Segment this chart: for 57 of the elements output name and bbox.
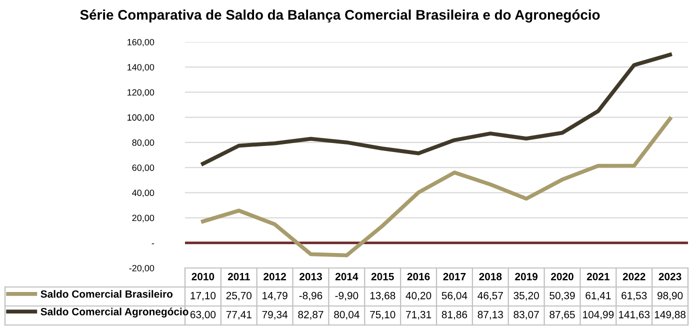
data-label: 77,41 xyxy=(226,311,252,320)
y-tick-label: 60,00 xyxy=(132,164,154,172)
data-label: 50,39 xyxy=(550,292,575,301)
data-label: 63,00 xyxy=(190,310,216,320)
x-tick-label: 2020 xyxy=(551,272,574,280)
y-tick-label: 120,00 xyxy=(128,89,154,97)
y-tick-label: 20,00 xyxy=(132,214,154,222)
data-label: 61,41 xyxy=(586,292,611,301)
x-tick-label: 2021 xyxy=(586,272,610,280)
data-label: 87,13 xyxy=(478,310,503,320)
data-label: 80,04 xyxy=(334,310,360,320)
x-tick-label: 2019 xyxy=(515,272,538,280)
data-label: 79,34 xyxy=(262,310,288,320)
data-label: 35,20 xyxy=(514,292,539,301)
data-label: 149,88 xyxy=(654,310,686,320)
data-label: 141,63 xyxy=(618,310,650,320)
data-label: 81,86 xyxy=(442,310,468,320)
data-label: -9,90 xyxy=(335,292,358,301)
data-label: 17,10 xyxy=(190,292,216,301)
data-label: 82,87 xyxy=(298,310,324,320)
data-label: 71,31 xyxy=(406,310,432,320)
y-tick-label: - xyxy=(152,243,154,244)
data-label: 46,57 xyxy=(478,292,503,301)
line-series xyxy=(201,52,672,166)
data-label: 104,99 xyxy=(583,310,614,320)
y-tick-label: 160,00 xyxy=(128,38,154,46)
data-label: -8,96 xyxy=(299,292,322,301)
line-series xyxy=(201,116,672,258)
x-tick-label: 2016 xyxy=(407,272,430,280)
chart-title: Série Comparativa de Saldo da Balança Comercial Brasileira e do Agronegócio xyxy=(80,9,600,23)
x-tick-label: 2011 xyxy=(228,272,250,280)
y-tick-label: 140,00 xyxy=(128,64,154,72)
data-label: 61,53 xyxy=(622,292,647,301)
x-tick-label: 2012 xyxy=(264,272,286,280)
data-label: 75,10 xyxy=(370,310,396,320)
data-label: 40,20 xyxy=(406,292,432,301)
x-tick-label: 2023 xyxy=(658,272,682,280)
data-label: 87,65 xyxy=(550,310,575,320)
data-label: 56,04 xyxy=(442,292,468,301)
data-label: 13,68 xyxy=(370,292,396,301)
legend-label: Saldo Comercial Agronegócio xyxy=(40,308,188,318)
data-label: 83,07 xyxy=(514,310,539,320)
y-tick-label: 40,00 xyxy=(132,190,154,198)
x-tick-label: 2015 xyxy=(371,272,394,280)
y-tick-label: -20,00 xyxy=(129,264,154,272)
x-tick-label: 2013 xyxy=(300,272,322,280)
data-label: 14,79 xyxy=(262,292,288,301)
x-tick-label: 2018 xyxy=(479,272,502,280)
x-tick-label: 2017 xyxy=(443,272,466,280)
y-tick-label: 80,00 xyxy=(132,139,154,147)
y-tick-label: 100,00 xyxy=(128,114,154,122)
data-label: 25,70 xyxy=(226,292,252,301)
x-tick-label: 2010 xyxy=(192,272,214,280)
x-tick-label: 2022 xyxy=(622,272,646,280)
legend-label: Saldo Comercial Brasileiro xyxy=(40,290,173,298)
data-label: 98,90 xyxy=(657,292,683,301)
x-tick-label: 2014 xyxy=(335,272,358,280)
